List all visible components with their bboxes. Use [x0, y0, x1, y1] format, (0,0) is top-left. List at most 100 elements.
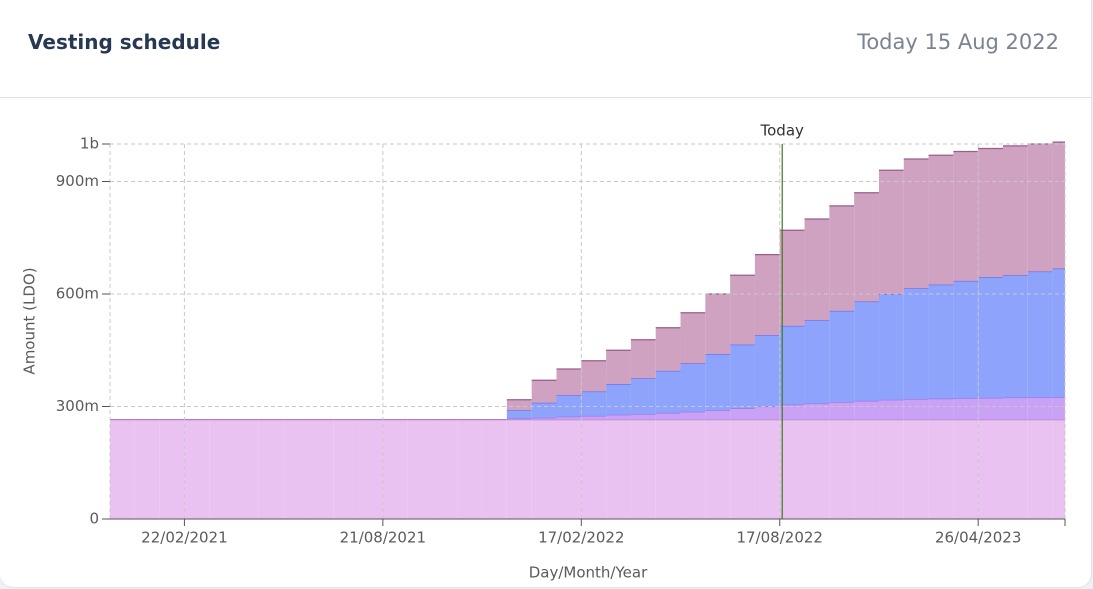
area-step [606, 414, 631, 420]
area-step [854, 400, 879, 420]
area-step [234, 419, 259, 519]
area-step [829, 205, 855, 311]
area-step [581, 391, 607, 416]
area-step [928, 155, 954, 285]
area-step [978, 419, 1003, 519]
area-step [134, 419, 160, 519]
area-step [482, 419, 507, 519]
area-step [506, 410, 532, 419]
area-step [1027, 397, 1053, 420]
area-step [1052, 142, 1065, 269]
area-step [556, 419, 582, 519]
area-step [630, 378, 656, 414]
area-step [680, 419, 706, 519]
area-step [209, 419, 235, 519]
area-step [606, 384, 631, 415]
area-step [506, 399, 532, 411]
area-step [804, 320, 830, 404]
area-step [655, 412, 681, 420]
area-step [705, 419, 731, 519]
area-step [878, 294, 904, 400]
area-step [804, 403, 830, 420]
area-step [779, 404, 805, 420]
area-step [779, 325, 805, 405]
area-step [878, 399, 904, 420]
card-header: Vesting schedule Today 15 Aug 2022 [0, 0, 1091, 98]
area-step [556, 395, 582, 417]
area-step [110, 419, 135, 519]
x-tick-label: 22/02/2021 [141, 529, 227, 547]
area-step [506, 419, 532, 519]
area-step [804, 419, 830, 519]
area-step [283, 419, 309, 519]
area-step [754, 254, 780, 336]
area-step [829, 419, 855, 519]
area-step [1002, 275, 1028, 398]
area-step [928, 284, 954, 399]
area-step [581, 419, 607, 519]
area-step [680, 363, 706, 412]
area-step [829, 402, 855, 420]
area-step [878, 419, 904, 519]
area-step [730, 275, 755, 345]
area-step [854, 419, 879, 519]
area-step [1002, 419, 1028, 519]
area-step [903, 159, 929, 289]
x-tick-label: 21/08/2021 [340, 529, 426, 547]
area-step [1052, 397, 1065, 420]
area-step [630, 419, 656, 519]
area-step [531, 417, 557, 420]
x-tick-label: 17/02/2022 [538, 529, 624, 547]
area-step [358, 419, 383, 519]
area-step [581, 360, 607, 392]
y-tick-label: 1b [80, 135, 99, 153]
y-tick-label: 900m [56, 172, 99, 190]
x-tick-label: 26/04/2023 [935, 529, 1021, 547]
area-step [903, 419, 929, 519]
y-tick-label: 600m [56, 285, 99, 303]
area-step [606, 419, 631, 519]
area-step [655, 419, 681, 519]
area-step [432, 419, 458, 519]
area-step [730, 344, 755, 409]
area-step [1052, 419, 1065, 519]
area-step [680, 312, 706, 364]
area-step [978, 397, 1003, 420]
area-step [705, 410, 731, 420]
area-step [779, 419, 805, 519]
area-step [730, 408, 755, 420]
area-step [953, 280, 979, 399]
area-step [606, 350, 631, 384]
x-axis-title: Day/Month/Year [529, 564, 648, 582]
area-step [978, 148, 1003, 278]
area-step [730, 419, 755, 519]
area-step [878, 170, 904, 294]
area-step [1002, 145, 1028, 276]
area-step [978, 277, 1003, 398]
area-step [903, 288, 929, 399]
area-step [184, 419, 210, 519]
card-title: Vesting schedule [28, 30, 221, 54]
today-label: Today [760, 122, 805, 140]
y-tick-label: 0 [89, 510, 99, 528]
area-step [705, 354, 731, 411]
area-step [407, 419, 433, 519]
area-step [705, 294, 731, 354]
area-step [1027, 419, 1053, 519]
area-step [928, 419, 954, 519]
area-step [556, 369, 582, 396]
area-step [308, 419, 334, 519]
area-step [953, 151, 979, 281]
area-step [754, 406, 780, 420]
area-step [1027, 271, 1053, 398]
area-step [854, 301, 879, 401]
y-axis-title: Amount (LDO) [21, 267, 39, 374]
area-step [928, 398, 954, 420]
area-step [581, 415, 607, 420]
y-tick-label: 300m [56, 397, 99, 415]
area-step [159, 419, 185, 519]
area-step [754, 419, 780, 519]
area-step [333, 419, 359, 519]
